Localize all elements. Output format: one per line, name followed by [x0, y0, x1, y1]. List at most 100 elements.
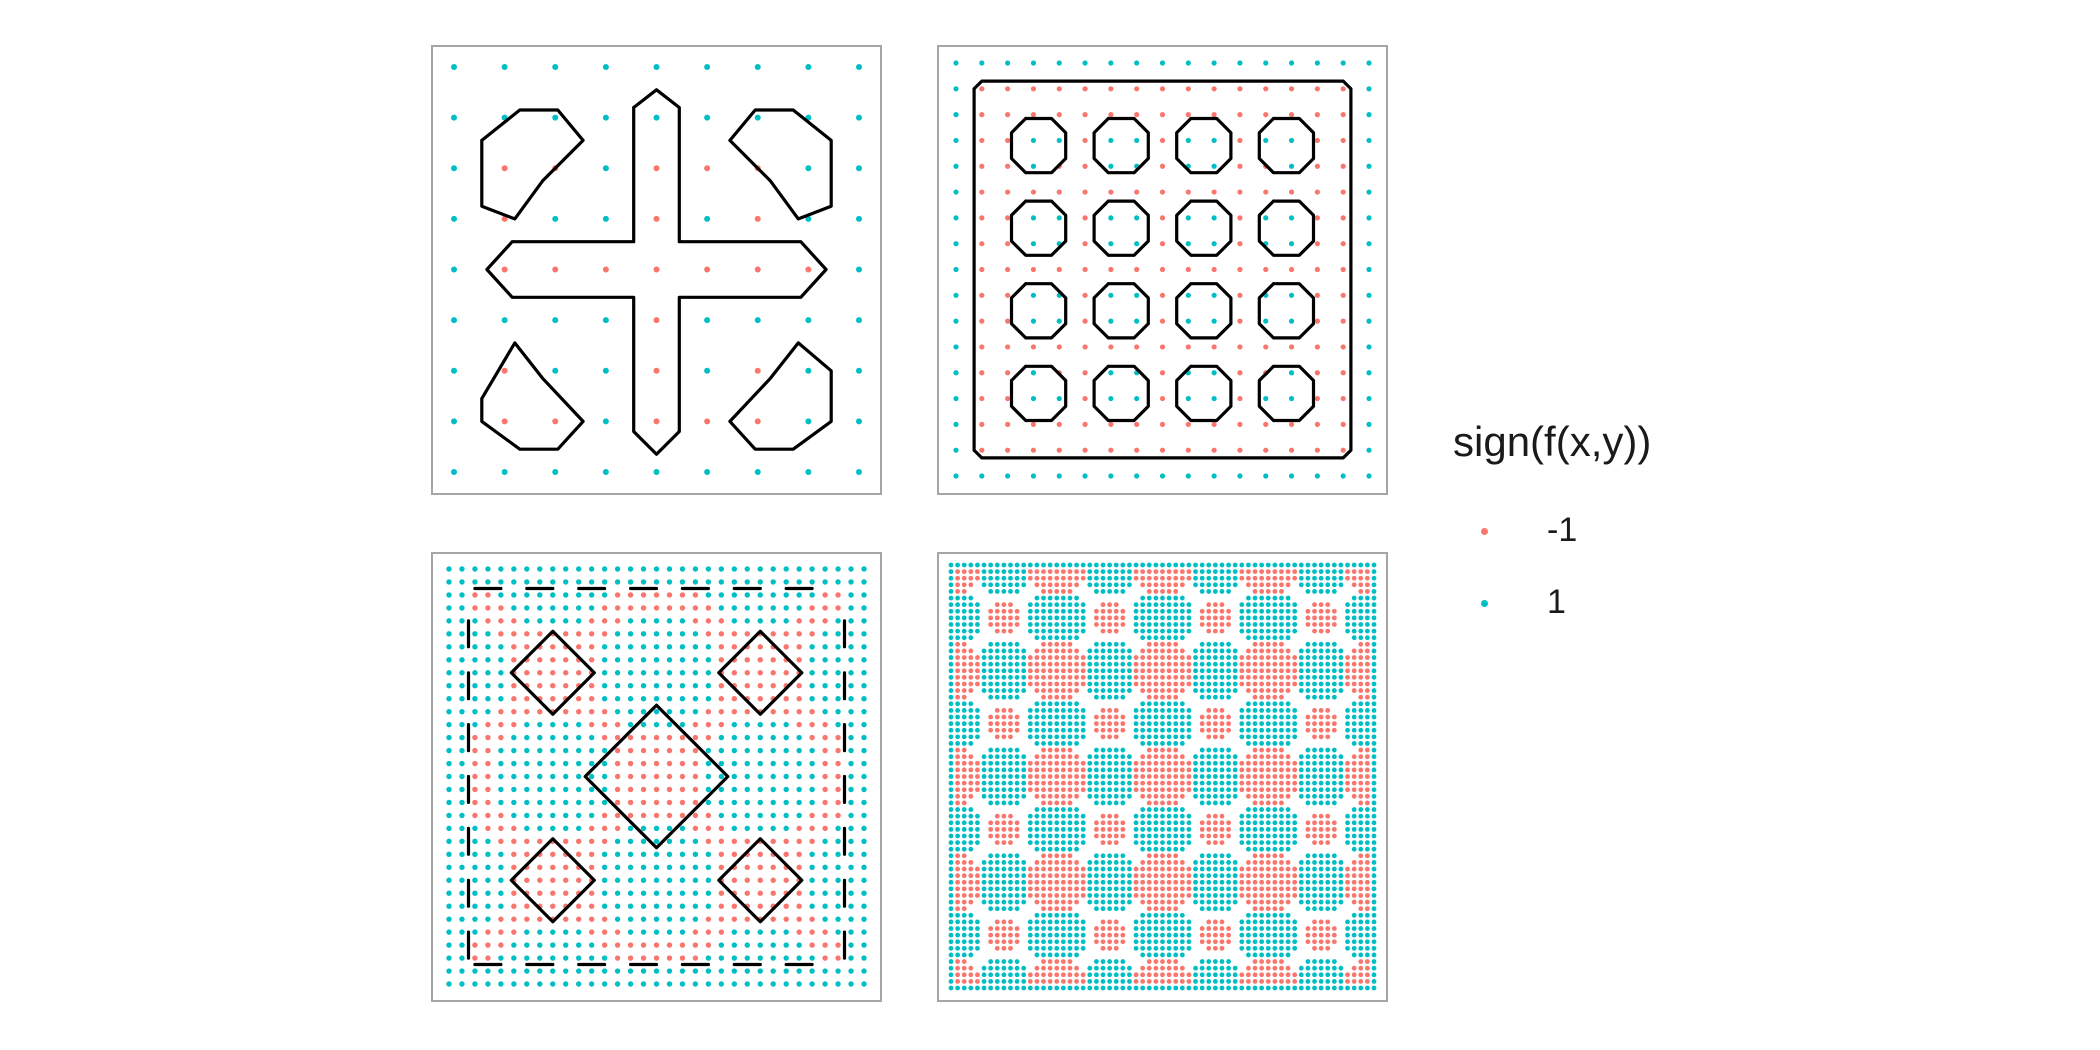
point-positive	[848, 903, 854, 909]
point-positive	[653, 618, 660, 624]
point-positive	[757, 929, 763, 935]
point-negative	[1074, 787, 1079, 793]
point-negative	[1080, 661, 1086, 667]
point-positive	[1318, 985, 1324, 991]
point-positive	[446, 657, 452, 663]
point-positive	[446, 955, 452, 961]
point-positive	[994, 959, 1000, 964]
point-positive	[1140, 952, 1146, 958]
point-positive	[446, 708, 452, 715]
point-negative	[1186, 886, 1192, 892]
point-negative	[1325, 926, 1331, 931]
point-positive	[1219, 886, 1225, 892]
point-positive	[1226, 793, 1231, 799]
point-negative	[1272, 754, 1278, 760]
point-positive	[1107, 575, 1113, 581]
point-negative	[1140, 681, 1146, 687]
point-positive	[1133, 708, 1139, 713]
point-positive	[1265, 734, 1271, 740]
point-negative	[1358, 688, 1364, 693]
point-positive	[1074, 615, 1079, 621]
point-positive	[1252, 846, 1258, 852]
point-positive	[1246, 562, 1251, 568]
point-positive	[1345, 932, 1350, 938]
point-positive	[1087, 780, 1093, 786]
point-positive	[588, 566, 595, 572]
point-positive	[1212, 866, 1218, 872]
point-positive	[1113, 787, 1119, 793]
point-negative	[1206, 714, 1212, 720]
point-negative	[1034, 774, 1040, 779]
point-negative	[1001, 708, 1007, 713]
point-positive	[948, 595, 954, 601]
point-positive	[1325, 965, 1331, 971]
point-positive	[472, 968, 478, 974]
point-negative	[1173, 787, 1179, 793]
point-negative	[1263, 421, 1269, 427]
point-positive	[1366, 421, 1372, 427]
point-positive	[679, 670, 686, 676]
point-negative	[979, 344, 985, 350]
point-positive	[948, 569, 954, 575]
point-negative	[588, 825, 595, 832]
point-negative	[1219, 919, 1225, 925]
point-negative	[1054, 774, 1060, 779]
point-positive	[1034, 926, 1040, 931]
point-positive	[731, 799, 738, 806]
point-negative	[1340, 344, 1346, 350]
point-negative	[1345, 760, 1350, 766]
point-positive	[653, 929, 660, 935]
point-negative	[955, 866, 961, 872]
point-positive	[1358, 926, 1364, 931]
point-negative	[1259, 681, 1265, 687]
point-negative	[1034, 681, 1040, 687]
point-positive	[1371, 681, 1377, 687]
point-positive	[1305, 893, 1311, 898]
point-positive	[1107, 800, 1113, 806]
point-positive	[1014, 681, 1020, 687]
point-positive	[692, 890, 699, 896]
point-positive	[1074, 985, 1079, 991]
point-negative	[1100, 945, 1106, 951]
point-positive	[1107, 774, 1113, 779]
point-positive	[994, 760, 1000, 766]
point-positive	[754, 114, 761, 121]
point-positive	[988, 562, 994, 568]
point-positive	[948, 562, 954, 568]
point-positive	[988, 641, 994, 647]
point-positive	[1107, 873, 1113, 879]
point-positive	[1193, 655, 1198, 660]
point-negative	[1265, 668, 1271, 674]
point-positive	[1087, 866, 1093, 872]
point-positive	[1100, 893, 1106, 898]
point-positive	[1366, 189, 1372, 195]
point-positive	[1087, 655, 1093, 660]
point-positive	[511, 786, 517, 793]
point-negative	[994, 622, 1000, 627]
point-negative	[1358, 681, 1364, 687]
point-positive	[1366, 344, 1372, 350]
point-negative	[1325, 622, 1331, 627]
point-negative	[1305, 727, 1311, 733]
point-positive	[679, 916, 686, 922]
point-negative	[955, 655, 961, 660]
point-positive	[653, 838, 660, 845]
point-positive	[861, 903, 867, 909]
point-positive	[550, 579, 556, 585]
point-positive	[1312, 668, 1317, 674]
point-negative	[1146, 899, 1152, 905]
point-negative	[1288, 112, 1295, 118]
point-positive	[485, 631, 491, 637]
point-negative	[1159, 189, 1166, 195]
point-positive	[705, 657, 712, 663]
point-negative	[1054, 793, 1060, 799]
point-negative	[955, 800, 961, 806]
point-negative	[1080, 575, 1086, 581]
point-positive	[1140, 721, 1146, 727]
point-positive	[1358, 846, 1364, 852]
point-negative	[653, 760, 660, 767]
point-negative	[1008, 932, 1013, 938]
point-negative	[563, 657, 569, 663]
point-negative	[627, 592, 634, 598]
point-positive	[1080, 932, 1086, 938]
